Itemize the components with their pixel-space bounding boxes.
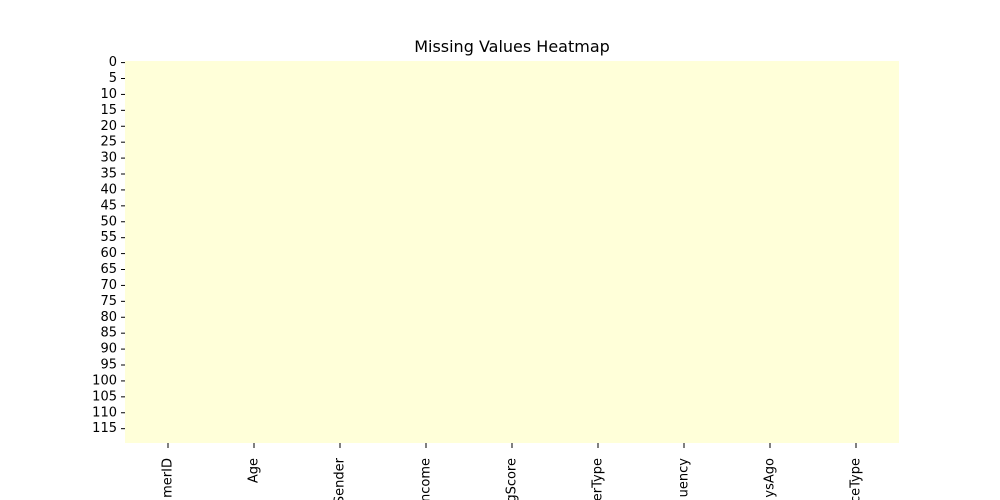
y-tick-label: 45 <box>100 198 117 213</box>
x-tick-label: ceType <box>849 458 864 500</box>
y-tick-label: 35 <box>100 167 117 182</box>
y-tick-label: 75 <box>100 294 117 309</box>
chart-title: Missing Values Heatmap <box>414 37 610 56</box>
x-tick-label: gScore <box>505 458 520 500</box>
x-tick-label: uency <box>677 458 692 498</box>
y-tick-label: 40 <box>100 182 117 197</box>
heatmap-cells <box>125 61 899 443</box>
y-tick-label: 60 <box>100 246 117 261</box>
y-tick-label: 20 <box>100 119 117 134</box>
y-tick-label: 115 <box>92 421 117 436</box>
x-tick-label: merID <box>161 458 176 498</box>
y-tick-label: 85 <box>100 326 117 341</box>
y-tick-label: 95 <box>100 358 117 373</box>
x-tick-label: Sender <box>333 457 348 500</box>
y-tick-label: 10 <box>100 87 117 102</box>
row-index-axis: 0510152025303540455055606570758085909510… <box>92 55 125 436</box>
y-tick-label: 0 <box>109 55 117 70</box>
y-tick-label: 5 <box>109 71 117 86</box>
y-tick-label: 55 <box>100 230 117 245</box>
y-tick-label: 70 <box>100 278 117 293</box>
y-tick-label: 90 <box>100 342 117 357</box>
y-tick-label: 80 <box>100 310 117 325</box>
x-tick-label: Age <box>247 458 262 483</box>
y-tick-label: 65 <box>100 262 117 277</box>
y-tick-label: 25 <box>100 135 117 150</box>
column-axis: merID Age Sender ncome gScore erType uency ysAg… <box>161 443 864 500</box>
y-tick-label: 105 <box>92 389 117 404</box>
y-tick-label: 110 <box>92 405 117 420</box>
y-tick-label: 15 <box>100 103 117 118</box>
y-tick-label: 50 <box>100 214 117 229</box>
x-tick-label: ysAgo <box>763 458 778 498</box>
y-tick-label: 30 <box>100 151 117 166</box>
y-tick-label: 100 <box>92 373 117 388</box>
x-tick-label: erType <box>591 458 606 500</box>
x-tick-label: ncome <box>419 458 434 500</box>
